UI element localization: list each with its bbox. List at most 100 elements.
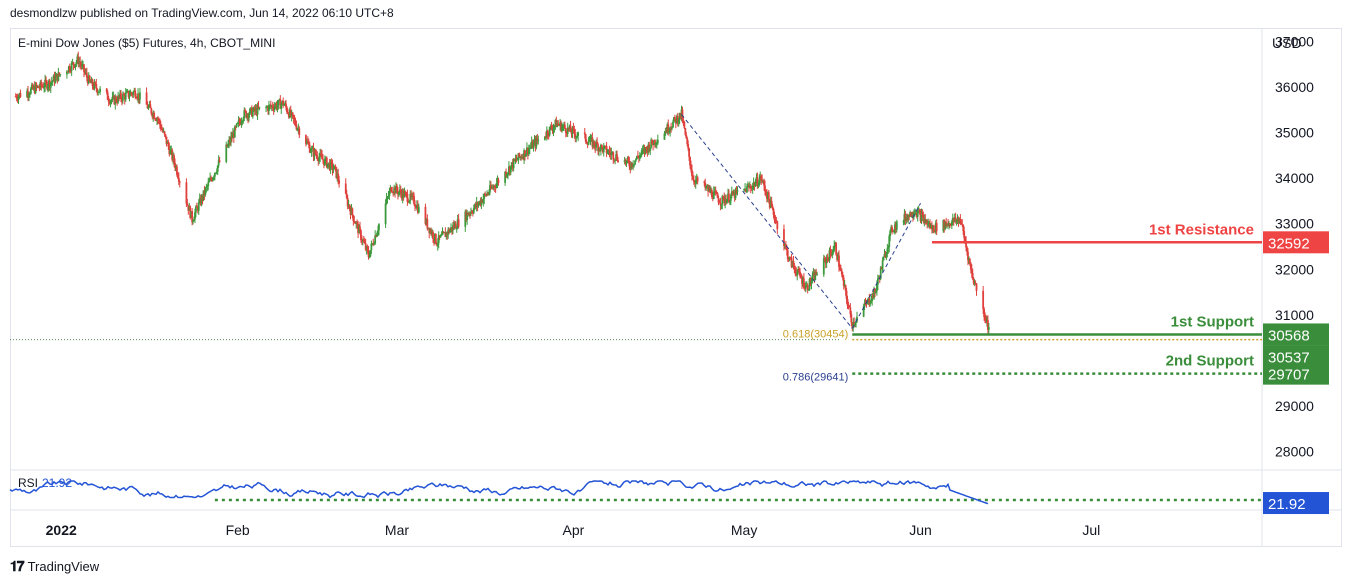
candle-body	[723, 197, 726, 203]
candle-body	[207, 182, 210, 187]
candle-body	[903, 213, 906, 222]
candle-body	[257, 106, 260, 109]
candle-body	[791, 261, 794, 267]
candle-body	[41, 86, 44, 88]
candle-body	[788, 257, 791, 260]
candle-body	[216, 165, 219, 172]
candle-body	[357, 223, 359, 234]
candle-body	[983, 308, 985, 317]
candle-body	[732, 192, 735, 196]
candle-body	[118, 95, 120, 98]
candle-body	[176, 174, 179, 178]
candle-body	[175, 166, 177, 168]
candle-body	[203, 190, 206, 195]
candle-body	[155, 119, 157, 121]
candle-body	[237, 120, 240, 123]
candle-body	[511, 162, 514, 169]
candle-body	[566, 127, 569, 134]
candle-body	[31, 84, 34, 89]
candle-body	[33, 86, 36, 93]
candle-body	[748, 186, 751, 188]
candle-body	[532, 142, 535, 149]
candle-body	[623, 160, 626, 163]
candle-body	[949, 224, 952, 226]
candle-body	[794, 268, 797, 273]
candle-body	[884, 253, 887, 258]
candle-body	[902, 221, 905, 223]
candle-body	[190, 211, 193, 218]
candle-body	[437, 235, 440, 244]
candle-body	[641, 149, 644, 151]
candle-body	[96, 88, 99, 93]
candle-body	[971, 273, 974, 279]
candle-body	[329, 161, 332, 170]
candle-body	[749, 186, 752, 189]
candle-body	[234, 126, 237, 128]
candle-body	[757, 184, 760, 187]
candle-body	[53, 75, 56, 83]
resistance-label: 1st Resistance	[1149, 221, 1254, 238]
candle-body	[291, 112, 294, 115]
candle-body	[429, 229, 432, 233]
candle-body	[814, 272, 817, 281]
candle-body	[526, 147, 529, 155]
candle-body	[320, 153, 323, 156]
candle-body	[56, 74, 59, 81]
candle-body	[789, 257, 792, 259]
candle-body	[84, 72, 87, 74]
candle-body	[443, 232, 446, 234]
candle-body	[507, 172, 509, 175]
candle-body	[171, 149, 174, 160]
candle-body	[38, 87, 41, 89]
candle-body	[333, 165, 336, 170]
candle-body	[453, 223, 456, 228]
x-tick-label: May	[731, 522, 757, 538]
resistance-badge-box	[1263, 231, 1329, 254]
candle-body	[588, 140, 591, 142]
candle-body	[774, 220, 777, 222]
candle-body	[85, 72, 88, 78]
candle-body	[876, 278, 879, 285]
candle-body	[471, 212, 474, 214]
candle-body	[277, 100, 280, 106]
candle-body	[667, 124, 670, 132]
candle-body	[535, 138, 538, 147]
candle-body	[960, 222, 963, 225]
candle-body	[187, 205, 190, 211]
candle-body	[561, 126, 563, 131]
candle-body	[553, 125, 556, 128]
candle-body	[389, 187, 392, 191]
candle-body	[214, 172, 217, 174]
candle-body	[76, 56, 79, 62]
candle-body	[276, 105, 279, 109]
chart-frame[interactable]	[10, 28, 1342, 547]
candle-body	[278, 99, 281, 101]
candle-body	[297, 128, 300, 130]
candle-body	[97, 91, 100, 93]
candle-body	[312, 147, 315, 157]
candle-body	[290, 112, 293, 117]
rsi-badge-text: 21.92	[1268, 496, 1306, 513]
candle-body	[807, 289, 810, 291]
candle-body	[524, 150, 526, 157]
y-tick-label: 32000	[1275, 261, 1314, 277]
candle-body	[765, 193, 768, 199]
candle-body	[948, 223, 950, 226]
candle-body	[17, 96, 20, 100]
candle-body	[720, 204, 723, 206]
candle-body	[120, 93, 122, 100]
candle-body	[371, 243, 374, 245]
candle-body	[367, 250, 370, 257]
candle-body	[434, 233, 437, 244]
candle-body	[284, 103, 286, 105]
candle-body	[790, 257, 793, 267]
candle-body	[505, 172, 507, 177]
candle-body	[605, 146, 608, 154]
candle-body	[806, 285, 809, 291]
candle-body	[199, 198, 202, 205]
candle-body	[608, 150, 611, 153]
candle-body	[970, 269, 973, 274]
candle-body	[51, 80, 54, 82]
candle-body	[116, 101, 119, 103]
